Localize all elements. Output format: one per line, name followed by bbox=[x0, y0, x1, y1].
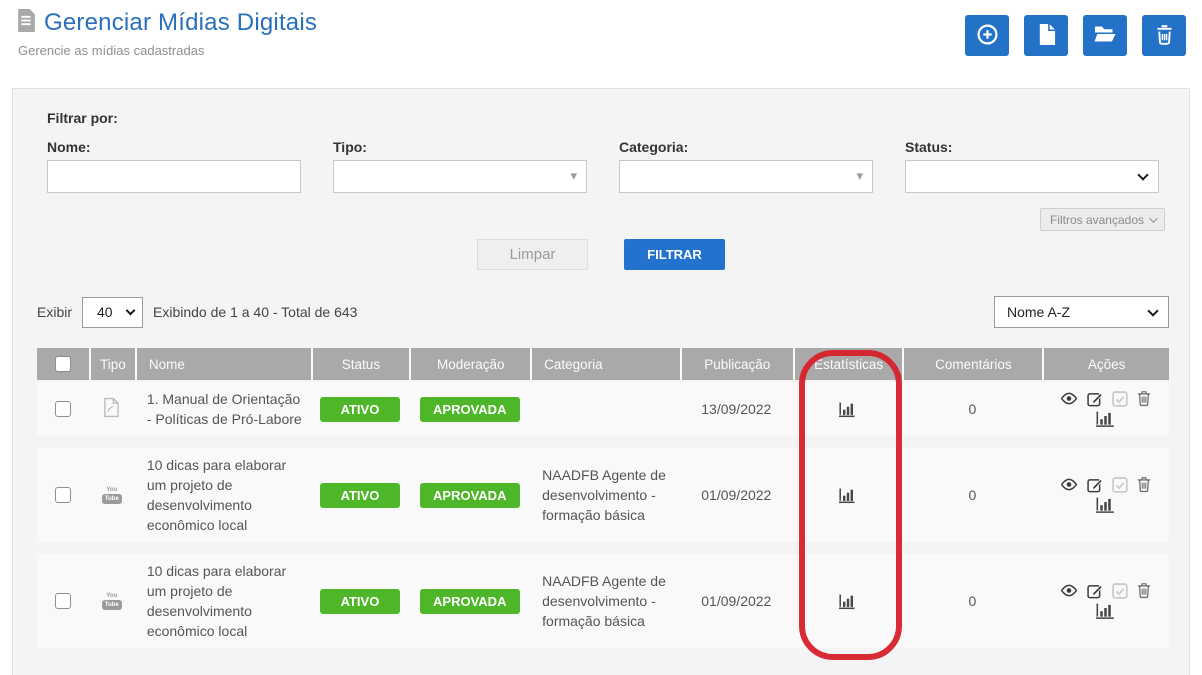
moderation-badge: APROVADA bbox=[419, 588, 520, 614]
row-statistics-button[interactable] bbox=[1095, 602, 1116, 620]
media-table: Tipo Nome Status Moderação Categoria Pub… bbox=[37, 348, 1169, 648]
status-badge: ATIVO bbox=[319, 396, 400, 422]
edit-button[interactable] bbox=[1087, 477, 1103, 493]
delete-button[interactable] bbox=[1142, 15, 1186, 56]
row-statistics-button[interactable] bbox=[1095, 410, 1116, 428]
edit-button[interactable] bbox=[1087, 583, 1103, 599]
approve-button-disabled[interactable] bbox=[1112, 582, 1128, 599]
row-checkbox[interactable] bbox=[54, 401, 71, 417]
table-row: You Tube 10 dicas para elaborar um proje… bbox=[37, 554, 1169, 648]
list-controls: Exibir 40 Exibindo de 1 a 40 - Total de … bbox=[37, 296, 1169, 328]
table-header-row: Tipo Nome Status Moderação Categoria Pub… bbox=[37, 348, 1169, 380]
comments-count: 0 bbox=[968, 487, 977, 503]
document-icon bbox=[16, 8, 37, 38]
header-status: Status bbox=[310, 348, 410, 380]
page-size-select[interactable]: 40 bbox=[82, 296, 144, 328]
view-button[interactable] bbox=[1060, 392, 1078, 405]
header-nome: Nome bbox=[134, 348, 311, 380]
toolbar bbox=[965, 15, 1186, 56]
row-checkbox[interactable] bbox=[54, 593, 71, 609]
chevron-down-icon bbox=[1149, 213, 1158, 223]
approve-button-disabled[interactable] bbox=[1112, 476, 1128, 493]
approve-button-disabled[interactable] bbox=[1112, 390, 1128, 407]
show-label: Exibir bbox=[37, 304, 73, 320]
status-filter-label: Status: bbox=[905, 139, 953, 155]
comments-count: 0 bbox=[968, 593, 977, 609]
content-panel: Filtrar por: Nome: Tipo: ▾ Categoria: bbox=[12, 88, 1190, 675]
status-badge: ATIVO bbox=[319, 588, 400, 614]
pdf-icon bbox=[103, 397, 120, 421]
plus-circle-icon bbox=[976, 23, 999, 49]
page-subtitle: Gerencie as mídias cadastradas bbox=[18, 43, 205, 58]
status-filter-select[interactable] bbox=[905, 160, 1159, 193]
moderation-badge: APROVADA bbox=[419, 482, 520, 508]
file-icon bbox=[1036, 23, 1057, 49]
select-all-checkbox[interactable] bbox=[54, 356, 71, 372]
tipo-filter-label: Tipo: bbox=[333, 139, 367, 155]
status-badge: ATIVO bbox=[319, 482, 400, 508]
page-header: Gerenciar Mídias Digitais Gerencie as mí… bbox=[16, 8, 317, 58]
media-name: 10 dicas para elaborar um projeto de des… bbox=[146, 563, 287, 639]
header-tipo: Tipo bbox=[88, 348, 135, 380]
table-row: 1. Manual de Orientação - Políticas de P… bbox=[37, 382, 1169, 436]
header-acoes: Ações bbox=[1042, 348, 1169, 380]
nome-filter-label: Nome: bbox=[47, 139, 91, 155]
statistics-button[interactable] bbox=[838, 401, 858, 418]
header-moderacao: Moderação bbox=[409, 348, 531, 380]
view-button[interactable] bbox=[1060, 584, 1078, 597]
header-estatisticas: Estatísticas bbox=[792, 348, 903, 380]
filter-submit-button[interactable]: FILTRAR bbox=[624, 239, 725, 270]
row-statistics-button[interactable] bbox=[1095, 496, 1116, 514]
header-categoria: Categoria bbox=[530, 348, 680, 380]
delete-row-button[interactable] bbox=[1137, 476, 1151, 493]
open-folder-button[interactable] bbox=[1083, 15, 1127, 56]
advanced-filters-button[interactable]: Filtros avançados bbox=[1039, 208, 1165, 231]
categoria-filter-label: Categoria: bbox=[619, 139, 689, 155]
statistics-button[interactable] bbox=[838, 487, 858, 504]
table-row: You Tube 10 dicas para elaborar um proje… bbox=[37, 448, 1169, 542]
add-media-button[interactable] bbox=[965, 15, 1009, 56]
moderation-badge: APROVADA bbox=[419, 396, 520, 422]
youtube-icon: You Tube bbox=[101, 487, 122, 504]
publication-date: 01/09/2022 bbox=[701, 487, 772, 503]
folder-open-icon bbox=[1093, 24, 1117, 47]
sort-select[interactable]: Nome A-Z bbox=[994, 296, 1169, 328]
page-title: Gerenciar Mídias Digitais bbox=[44, 9, 318, 36]
new-file-button[interactable] bbox=[1024, 15, 1068, 56]
delete-row-button[interactable] bbox=[1137, 582, 1151, 599]
tipo-filter-select[interactable] bbox=[333, 160, 587, 193]
advanced-filters-label: Filtros avançados bbox=[1049, 212, 1144, 227]
trash-icon bbox=[1155, 24, 1174, 48]
results-summary: Exibindo de 1 a 40 - Total de 643 bbox=[153, 304, 358, 320]
view-button[interactable] bbox=[1060, 478, 1078, 491]
comments-count: 0 bbox=[968, 401, 977, 417]
filter-section-title: Filtrar por: bbox=[47, 110, 118, 126]
row-checkbox[interactable] bbox=[54, 487, 71, 503]
publication-date: 01/09/2022 bbox=[701, 593, 772, 609]
clear-button[interactable]: Limpar bbox=[477, 239, 588, 270]
media-category: NAADFB Agente de desenvolvimento - forma… bbox=[542, 467, 666, 523]
media-name: 10 dicas para elaborar um projeto de des… bbox=[146, 457, 287, 533]
header-publicacao: Publicação bbox=[679, 348, 793, 380]
statistics-button[interactable] bbox=[838, 593, 858, 610]
media-category: NAADFB Agente de desenvolvimento - forma… bbox=[542, 573, 666, 629]
publication-date: 13/09/2022 bbox=[701, 401, 772, 417]
youtube-icon: You Tube bbox=[101, 593, 122, 610]
nome-filter-input[interactable] bbox=[47, 160, 301, 193]
categoria-filter-select[interactable] bbox=[619, 160, 873, 193]
filter-grid: Nome: Tipo: ▾ Categoria: ▾ bbox=[47, 139, 1189, 193]
header-comentarios: Comentários bbox=[902, 348, 1043, 380]
edit-button[interactable] bbox=[1087, 391, 1103, 407]
media-name: 1. Manual de Orientação - Políticas de P… bbox=[146, 391, 302, 427]
delete-row-button[interactable] bbox=[1137, 390, 1151, 407]
